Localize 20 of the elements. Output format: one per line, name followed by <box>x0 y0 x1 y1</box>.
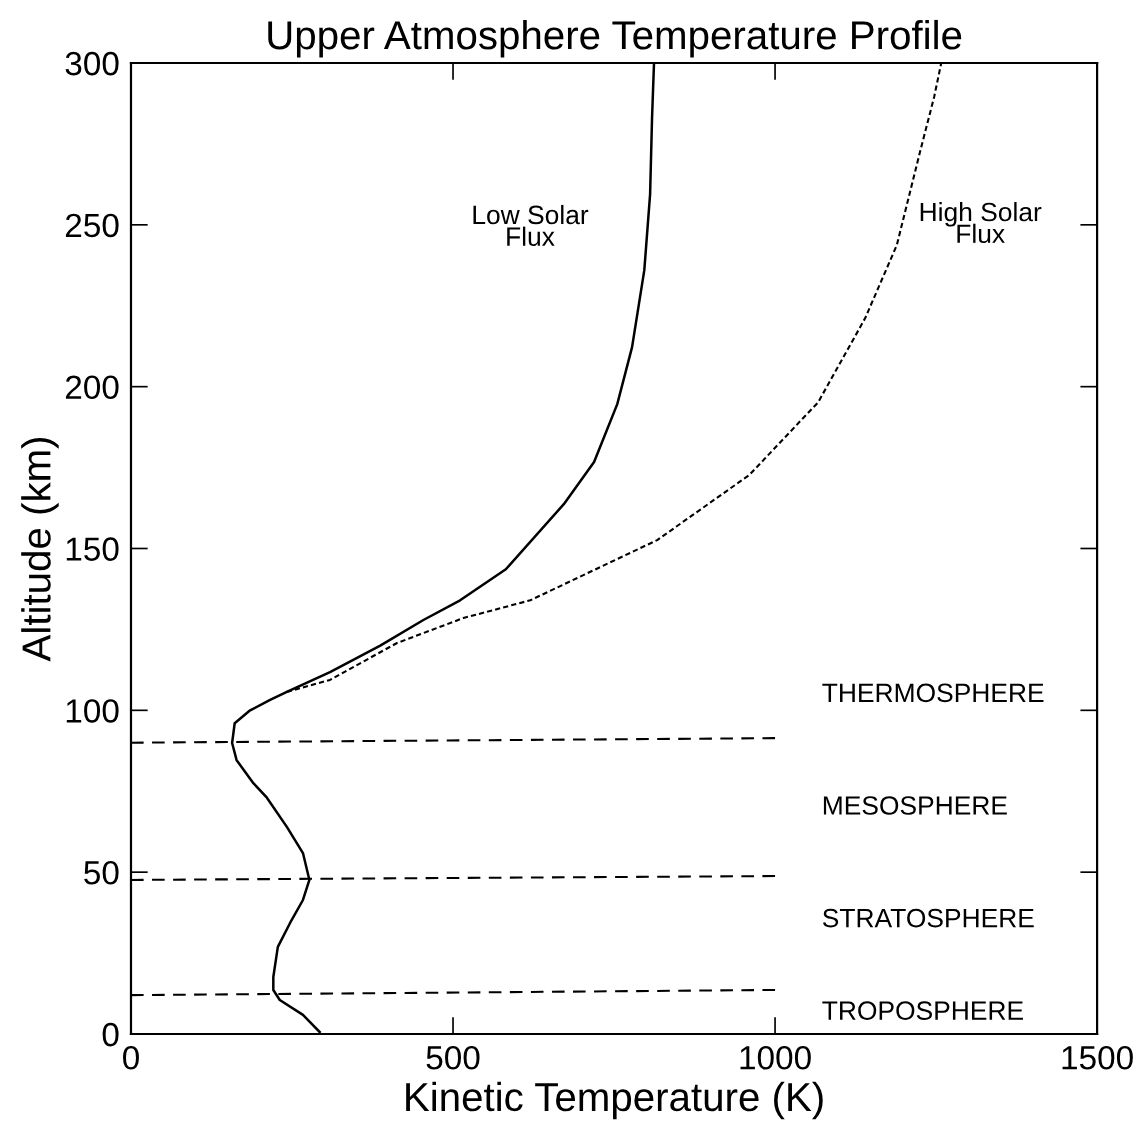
y-tick-label: 250 <box>65 213 119 238</box>
annotation: TROPOSPHERE <box>822 1001 1023 1020</box>
annotation: THERMOSPHERE <box>822 683 1044 703</box>
annotation: Low Solar Flux <box>473 204 589 247</box>
y-tick-label: 300 <box>65 51 119 76</box>
chart-title: Upper Atmosphere Temperature Profile <box>268 19 962 58</box>
y-tick-label: 0 <box>102 1022 119 1047</box>
x-tick-label: 1000 <box>740 1045 811 1070</box>
y-tick-label: 100 <box>66 699 119 723</box>
annotation: High Solar Flux <box>920 201 1042 244</box>
y-axis-title: Altitude (km) <box>21 437 59 662</box>
y-tick-label: 150 <box>66 537 119 561</box>
x-axis-title: Kinetic Temperature (K) <box>406 1081 823 1120</box>
y-tick-label: 200 <box>65 375 119 400</box>
annotation: STRATOSPHERE <box>822 908 1034 928</box>
x-tick-label: 0 <box>123 1045 139 1070</box>
x-tick-label: 1500 <box>1062 1045 1133 1070</box>
y-tick-label: 50 <box>84 860 119 885</box>
x-tick-label: 500 <box>426 1045 480 1070</box>
annotation: MESOSPHERE <box>823 796 1007 815</box>
